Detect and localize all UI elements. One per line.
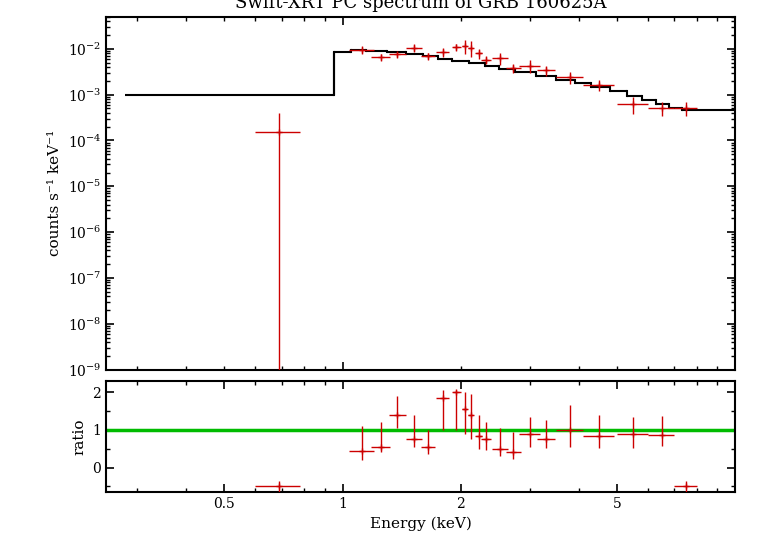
Y-axis label: ratio: ratio <box>73 418 87 455</box>
Title: Swift-XRT PC spectrum of GRB 160625A: Swift-XRT PC spectrum of GRB 160625A <box>235 0 606 12</box>
X-axis label: Energy (keV): Energy (keV) <box>370 517 471 531</box>
Y-axis label: counts s⁻¹ keV⁻¹: counts s⁻¹ keV⁻¹ <box>48 130 62 256</box>
